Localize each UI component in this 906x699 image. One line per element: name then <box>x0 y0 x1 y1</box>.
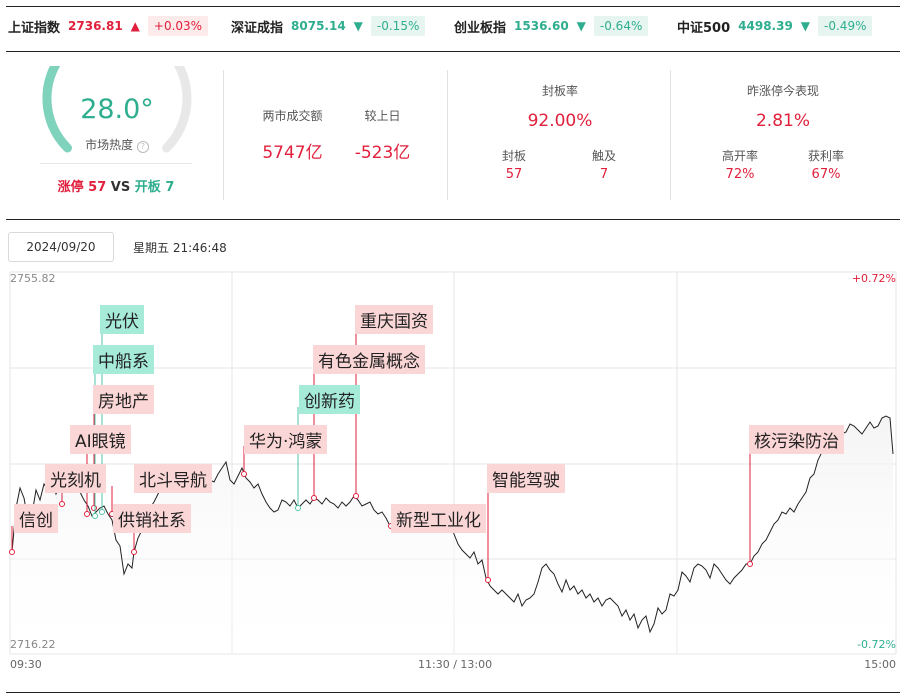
sector-tag[interactable]: 华为·鸿蒙 <box>244 425 328 454</box>
annotation-point <box>91 505 97 511</box>
broken-label: 开板 <box>134 180 161 195</box>
seal-sub2-value: 7 <box>599 167 609 182</box>
heat-label-row: 市场热度 ? <box>34 136 200 153</box>
panel-divider <box>223 70 224 200</box>
limit-up-count: 57 <box>88 180 107 195</box>
annotation-point <box>84 511 90 517</box>
index-change: +0.03% <box>147 16 209 36</box>
pct-min-label: -0.72% <box>857 638 896 651</box>
sector-tag[interactable]: 新型工业化 <box>391 504 486 533</box>
annotation-point <box>99 509 105 515</box>
seal-sub2-label: 触及 <box>591 149 616 163</box>
date-picker[interactable]: 2024/09/20 <box>8 232 114 262</box>
heat-label: 市场热度 <box>85 138 134 152</box>
annotation-point <box>353 493 359 499</box>
arrow-down-icon: ▼ <box>800 19 811 33</box>
turnover-label: 两市成交额 <box>262 109 323 123</box>
index-item-sz[interactable]: 深证成指 8075.14 ▼ -0.15% <box>231 16 426 36</box>
heat-value: 28.0° <box>80 94 154 125</box>
index-value: 4498.39 <box>738 19 793 33</box>
sector-tag[interactable]: 光刻机 <box>45 464 106 493</box>
sector-tag[interactable]: 智能驾驶 <box>487 464 565 493</box>
index-item-zz500[interactable]: 中证500 4498.39 ▼ -0.49% <box>677 16 873 36</box>
y-min-label: 2716.22 <box>10 638 56 651</box>
yesterday-sub1-value: 72% <box>725 167 755 182</box>
limit-summary: 涨停 57 VS 开板 7 <box>40 176 192 195</box>
sector-tag[interactable]: 有色金属概念 <box>313 345 425 374</box>
yesterday-value: 2.81% <box>755 111 810 131</box>
x-label-close: 15:00 <box>864 658 896 671</box>
annotation-point <box>131 549 137 555</box>
sector-tag[interactable]: 北斗导航 <box>134 464 212 493</box>
gauge-fill <box>42 58 72 153</box>
question-circle-icon[interactable]: ? <box>136 141 149 153</box>
stats-divider <box>6 219 900 220</box>
index-item-sh[interactable]: 上证指数 2736.81 ▲ +0.03% <box>8 16 209 36</box>
heat-gauge: 28.0° 市场热度 ? <box>34 24 200 166</box>
yesterday-title: 昨涨停今表现 <box>746 84 819 98</box>
index-value: 8075.14 <box>291 19 346 33</box>
sector-tag[interactable]: 光伏 <box>100 305 144 334</box>
arrow-down-icon: ▼ <box>353 19 363 33</box>
top-divider <box>6 6 900 7</box>
index-change: -0.49% <box>818 16 873 36</box>
y-max-label: 2755.82 <box>10 272 56 285</box>
index-change: -0.15% <box>370 16 426 36</box>
heat-divider <box>40 163 192 164</box>
seal-title: 封板率 <box>541 84 578 98</box>
price-area <box>12 416 893 654</box>
index-bar: 上证指数 2736.81 ▲ +0.03% 深证成指 8075.14 ▼ -0.… <box>0 14 906 44</box>
yesterday-sub1-label: 高开率 <box>721 149 758 163</box>
yesterday-sub2-value: 67% <box>811 167 841 182</box>
sector-tag[interactable]: 重庆国资 <box>355 305 433 334</box>
sector-tag[interactable]: 创新药 <box>299 385 360 414</box>
arrow-up-icon: ▲ <box>130 19 140 33</box>
seal-sub1-label: 封板 <box>501 149 526 163</box>
x-label-mid: 11:30 / 13:00 <box>418 658 493 671</box>
datetime-text: 星期五 21:46:48 <box>133 241 227 255</box>
panel-divider <box>447 70 448 200</box>
sector-tag[interactable]: AI眼镜 <box>70 425 131 454</box>
annotation-point <box>485 577 491 583</box>
sector-tag[interactable]: 供销社系 <box>113 504 191 533</box>
index-name: 中证500 <box>677 20 731 36</box>
limit-up-label: 涨停 <box>57 180 84 195</box>
arrow-down-icon: ▼ <box>576 19 586 33</box>
pct-max-label: +0.72% <box>851 272 896 285</box>
index-change: -0.64% <box>593 16 649 36</box>
sector-tag[interactable]: 中船系 <box>93 345 154 374</box>
bottom-divider <box>6 692 900 693</box>
sector-tag[interactable]: 房地产 <box>93 385 154 414</box>
index-divider <box>6 51 900 52</box>
intraday-chart: 2755.82 2716.22 +0.72% -0.72% 09:30 11:3… <box>0 268 906 678</box>
broken-count: 7 <box>165 180 175 195</box>
annotation-point <box>311 495 317 501</box>
stats-panel: 28.0° 市场热度 ? 涨停 57 VS 开板 7 两市成交额 5747亿 较… <box>0 24 906 218</box>
compare-value: -523亿 <box>354 143 411 163</box>
seal-sub1-value: 57 <box>505 167 523 182</box>
annotation-point <box>241 471 247 477</box>
index-value: 1536.60 <box>514 19 569 33</box>
annotation-point <box>59 501 65 507</box>
index-value: 2736.81 <box>68 19 123 33</box>
sector-tag[interactable]: 核污染防治 <box>749 425 844 454</box>
compare-label: 较上日 <box>364 109 401 123</box>
sector-tag[interactable]: 信创 <box>14 504 58 533</box>
index-name: 深证成指 <box>231 20 284 36</box>
vs-label: VS <box>110 180 131 195</box>
date-picker-value: 2024/09/20 <box>26 240 96 254</box>
annotation-point <box>92 513 98 519</box>
index-name: 上证指数 <box>8 20 61 36</box>
x-label-open: 09:30 <box>10 658 42 671</box>
annotation-point <box>747 561 753 567</box>
seal-value: 92.00% <box>527 111 593 131</box>
index-item-cyb[interactable]: 创业板指 1536.60 ▼ -0.64% <box>454 16 649 36</box>
yesterday-sub2-label: 获利率 <box>807 149 844 163</box>
annotation-point <box>295 505 301 511</box>
panel-divider <box>670 70 671 200</box>
annotation-point <box>9 549 15 555</box>
turnover-value: 5747亿 <box>262 143 323 163</box>
index-name: 创业板指 <box>454 20 507 36</box>
